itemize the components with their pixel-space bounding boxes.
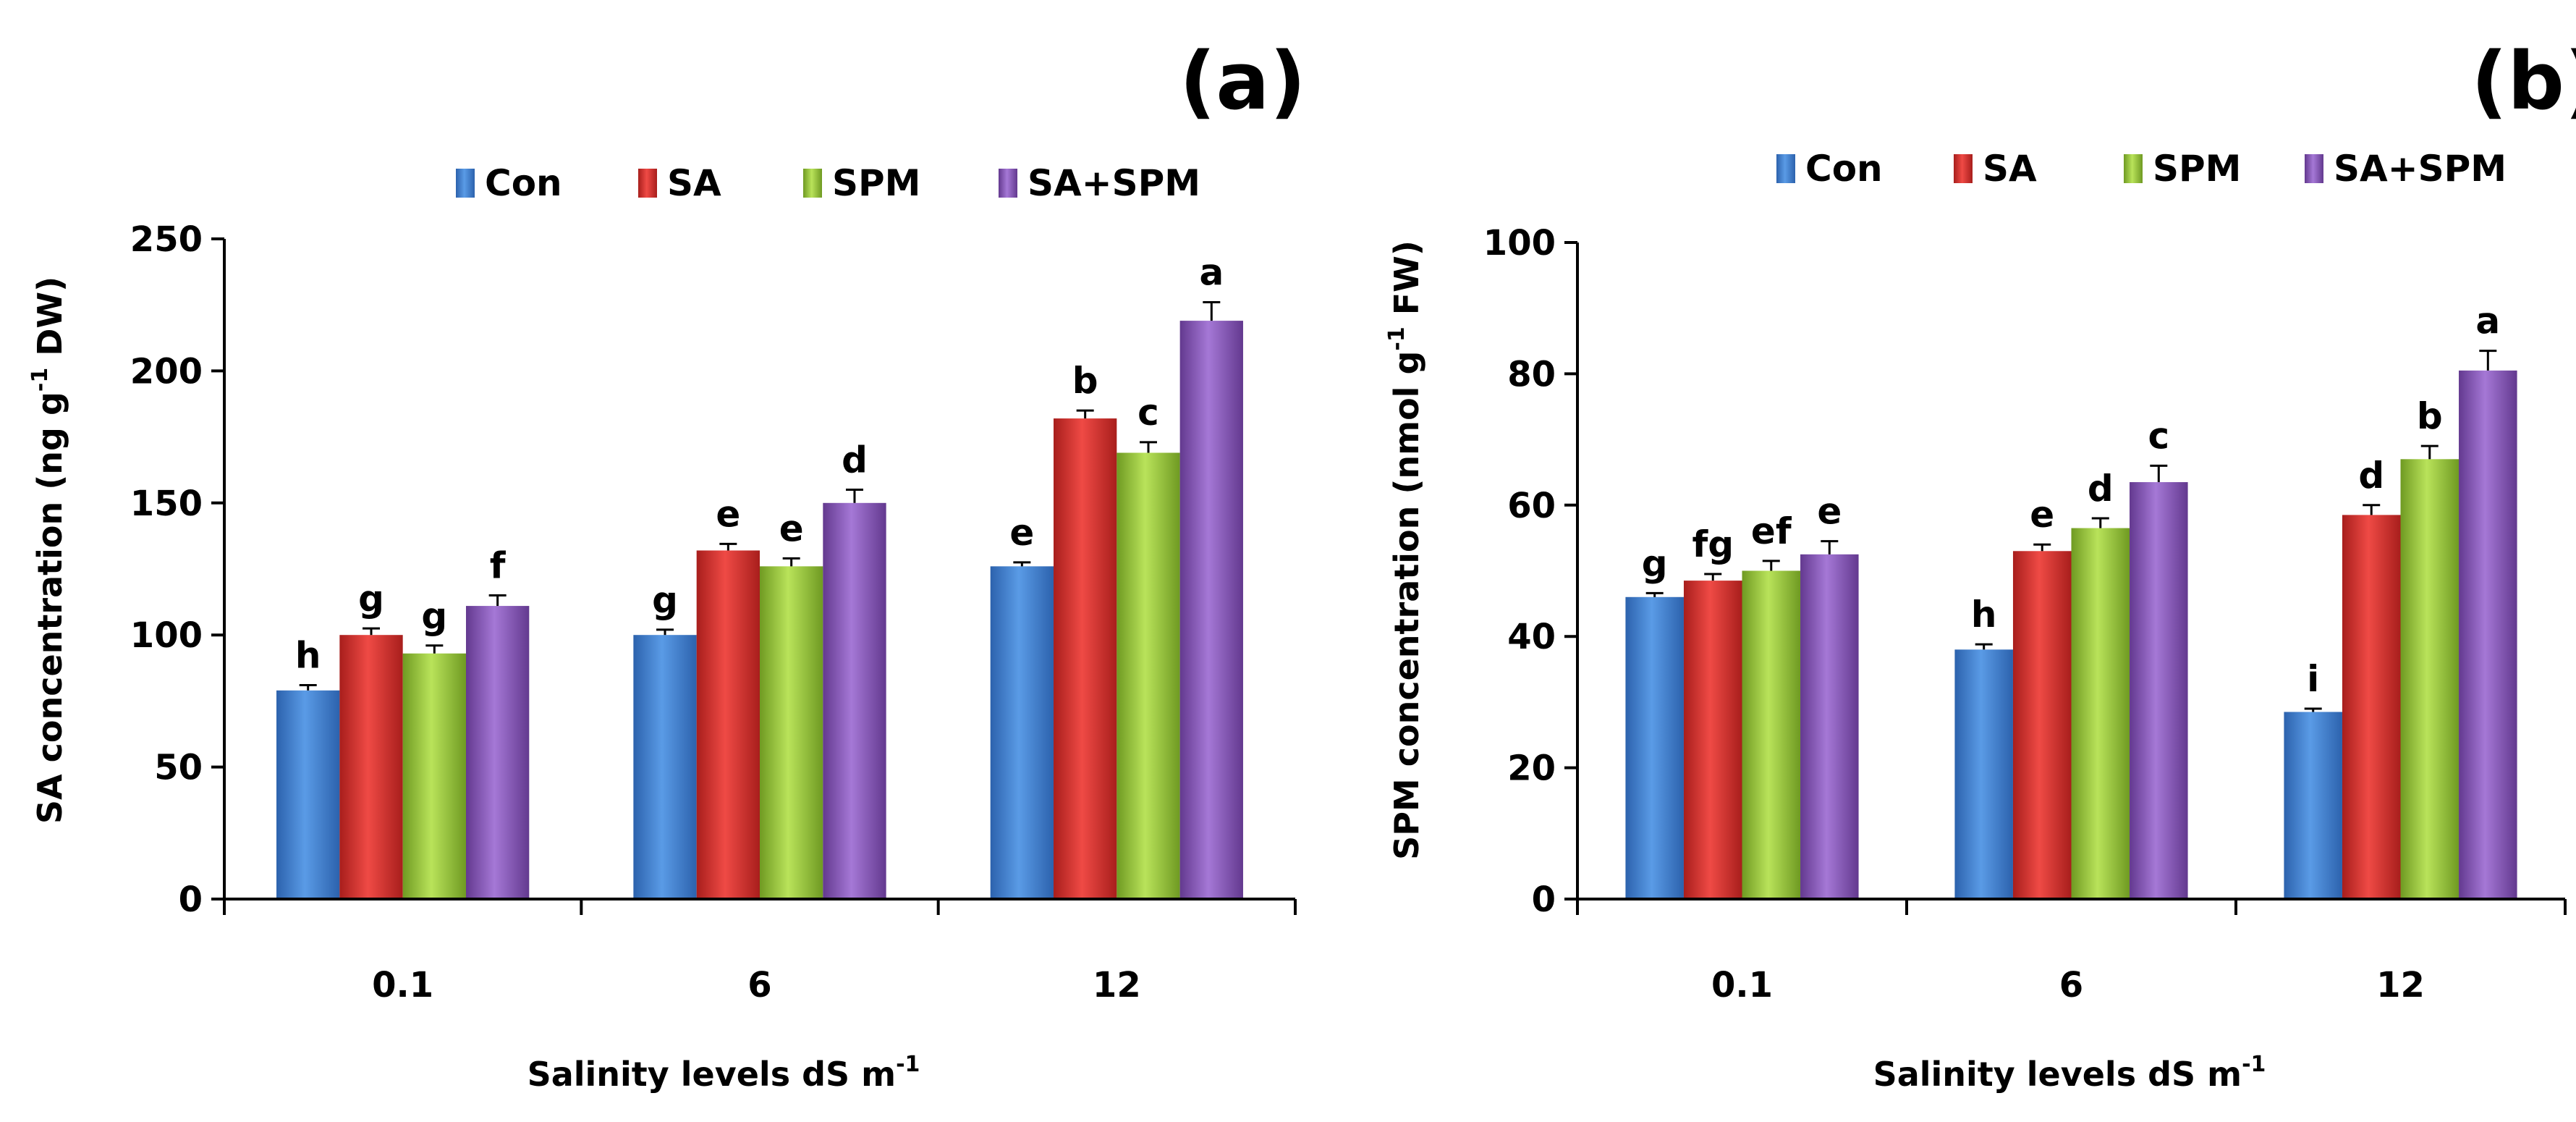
bar-letter-a-saspm-2: a (1199, 252, 1224, 294)
x-tick-label-b-2: 12 (2376, 965, 2425, 1005)
bar-letter-b-sa-2: d (2358, 455, 2384, 497)
bar-a-con-2 (990, 566, 1054, 899)
bar-letter-a-con-2: e (1009, 512, 1034, 554)
legend-label-sa-b: SA (1983, 148, 2037, 190)
bar-letter-b-saspm-2: a (2475, 300, 2500, 342)
x-axis-title-b: Salinity levels dS m-1 (1873, 1052, 2266, 1094)
x-axis-title-a: Salinity levels dS m-1 (528, 1052, 920, 1094)
bar-a-spm-0 (402, 653, 466, 899)
legend-swatch-sa-a (638, 169, 657, 198)
bar-a-con-1 (633, 635, 697, 899)
bar-letter-a-spm-0: g (421, 595, 447, 637)
bar-letter-a-con-0: h (295, 635, 321, 677)
legend-swatch-saspm-b (2305, 154, 2323, 183)
bar-letter-a-sa-0: g (358, 578, 384, 620)
bar-letter-b-sa-1: e (2030, 494, 2054, 536)
y-tick-label-a-5: 250 (130, 219, 203, 260)
bar-letter-a-sa-1: e (716, 493, 740, 535)
panel-label-a: (a) (1179, 35, 1306, 127)
bar-a-saspm-0 (465, 606, 530, 899)
bar-letter-b-sa-0: fg (1692, 523, 1734, 565)
bar-b-saspm-0 (1800, 554, 1859, 899)
bar-a-spm-2 (1117, 452, 1180, 899)
y-tick-label-b-1: 20 (1507, 748, 1556, 789)
panel-label-b: (b) (2471, 35, 2576, 127)
legend-a: Con SA SPM SA+SPM (456, 162, 1200, 204)
bar-a-spm-1 (760, 566, 823, 899)
bar-letter-a-saspm-0: f (490, 544, 507, 586)
bar-a-sa-0 (339, 635, 403, 899)
bar-a-sa-1 (696, 550, 760, 899)
legend-swatch-con-b (1776, 154, 1795, 183)
bar-letter-b-con-2: i (2307, 658, 2319, 700)
panel-b: (b) Con SA SPM SA+SPM 020406080100gfgefe… (1384, 35, 2576, 1094)
legend-label-saspm-a: SA+SPM (1028, 162, 1200, 204)
y-tick-label-a-2: 100 (130, 615, 203, 656)
x-tick-label-a-1: 6 (747, 965, 771, 1005)
bar-a-con-0 (276, 690, 340, 899)
y-tick-label-b-3: 60 (1507, 486, 1556, 526)
legend-label-spm-b: SPM (2153, 148, 2241, 190)
bar-b-saspm-1 (2130, 482, 2188, 899)
bar-b-spm-1 (2071, 528, 2130, 899)
y-tick-label-a-3: 150 (130, 484, 203, 524)
x-tick-label-a-0: 0.1 (372, 965, 433, 1005)
y-tick-label-b-2: 40 (1507, 617, 1556, 657)
bar-letter-a-saspm-1: d (842, 439, 868, 481)
bar-b-con-0 (1625, 596, 1684, 899)
y-tick-label-b-5: 100 (1483, 223, 1556, 263)
legend-swatch-con-a (456, 169, 475, 198)
bar-b-sa-2 (2342, 515, 2401, 899)
bar-letter-a-spm-1: e (779, 507, 804, 549)
bar-letter-b-saspm-0: e (1817, 491, 1842, 533)
y-tick-label-a-4: 200 (130, 351, 203, 392)
bar-b-sa-1 (2012, 551, 2072, 899)
legend-label-con-b: Con (1805, 148, 1883, 190)
bar-letter-b-con-0: g (1642, 542, 1668, 584)
bar-letter-b-spm-0: ef (1751, 510, 1792, 552)
x-tick-label-b-1: 6 (2059, 965, 2083, 1005)
y-tick-label-a-1: 50 (154, 748, 203, 788)
y-tick-label-b-4: 80 (1507, 354, 1556, 395)
bar-letter-b-saspm-1: c (2148, 415, 2169, 457)
legend-swatch-sa-b (1954, 154, 1973, 183)
bar-letter-a-con-1: g (652, 579, 678, 621)
bar-b-spm-0 (1742, 570, 1801, 899)
legend-swatch-spm-b (2124, 154, 2143, 183)
bar-b-con-2 (2284, 712, 2342, 899)
bar-a-saspm-1 (823, 502, 886, 899)
y-tick-label-a-0: 0 (179, 880, 203, 920)
bar-b-sa-0 (1683, 581, 1742, 899)
x-tick-label-b-0: 0.1 (1711, 965, 1773, 1005)
legend-label-sa-a: SA (667, 162, 721, 204)
bar-letter-a-spm-2: c (1137, 392, 1159, 434)
y-axis-title-b: SPM concentration (nmol g-1 FW) (1384, 240, 1426, 860)
y-tick-label-b-0: 0 (1532, 880, 1556, 920)
bar-a-saspm-2 (1179, 321, 1243, 899)
bar-letter-b-spm-1: d (2088, 468, 2114, 510)
legend-label-saspm-b: SA+SPM (2334, 148, 2507, 190)
bar-letter-b-spm-2: b (2417, 395, 2443, 437)
legend-swatch-saspm-a (999, 169, 1017, 198)
legend-label-con-a: Con (485, 162, 562, 204)
bar-letter-a-sa-2: b (1072, 360, 1098, 402)
bar-b-saspm-2 (2459, 370, 2517, 899)
legend-swatch-spm-a (803, 169, 822, 198)
bar-a-sa-2 (1054, 418, 1117, 899)
y-axis-title-a: SA concentration (ng g-1 DW) (27, 277, 69, 824)
bar-b-spm-2 (2400, 459, 2460, 899)
legend-b: Con SA SPM SA+SPM (1776, 148, 2507, 190)
x-tick-label-a-2: 12 (1093, 965, 1141, 1005)
legend-label-spm-a: SPM (832, 162, 920, 204)
bar-b-con-1 (1954, 649, 2013, 899)
bar-letter-b-con-1: h (1971, 594, 1997, 636)
